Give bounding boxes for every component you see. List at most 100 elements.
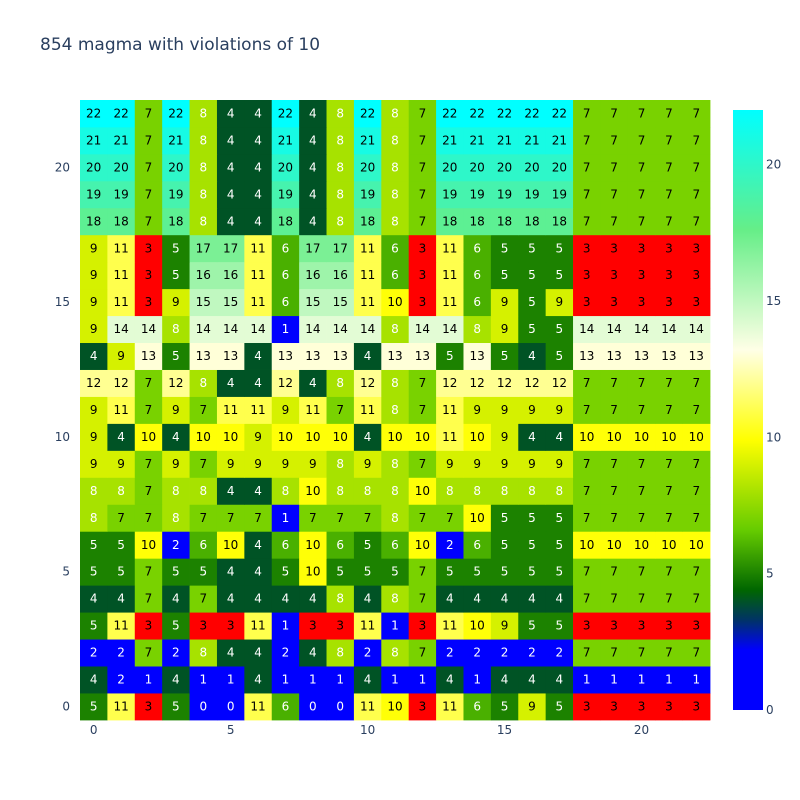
- cell-value-label: 20: [360, 160, 375, 174]
- cell-value-label: 4: [227, 214, 235, 228]
- cell-value-label: 4: [254, 187, 262, 201]
- heatmap-cell: [189, 153, 218, 182]
- heatmap-cell: [573, 504, 601, 532]
- heatmap-cell: [518, 477, 547, 505]
- cell-value-label: 5: [446, 565, 454, 579]
- heatmap-cell: [134, 288, 163, 317]
- heatmap-cell: [189, 288, 218, 317]
- heatmap-cell: [134, 666, 163, 694]
- heatmap-cell: [216, 369, 245, 397]
- y-tick-label: 0: [62, 700, 70, 714]
- heatmap-cell: [490, 666, 519, 694]
- cell-value-label: 1: [391, 619, 399, 633]
- cell-value-label: 8: [391, 133, 399, 147]
- cell-value-label: 14: [305, 322, 320, 336]
- heatmap-cell: [271, 531, 300, 559]
- heatmap-cell: [134, 396, 163, 424]
- cell-value-label: 7: [692, 565, 700, 579]
- cell-value-label: 20: [470, 160, 485, 174]
- heatmap-cell: [271, 396, 300, 424]
- cell-value-label: 9: [227, 457, 235, 471]
- cell-value-label: 16: [333, 268, 348, 282]
- heatmap-cell: [600, 261, 629, 290]
- heatmap-cell: [271, 369, 300, 397]
- heatmap-cell: [573, 666, 601, 694]
- heatmap-cell: [381, 153, 410, 182]
- cell-value-label: 20: [278, 160, 293, 174]
- cell-value-label: 8: [391, 376, 399, 390]
- heatmap-cell: [655, 180, 684, 209]
- cell-value-label: 8: [199, 214, 207, 228]
- cell-value-label: 4: [364, 673, 372, 687]
- cell-value-label: 7: [419, 187, 427, 201]
- heatmap-cell: [216, 693, 245, 721]
- heatmap-cell: [271, 666, 300, 694]
- heatmap-cell: [216, 153, 245, 182]
- cell-value-label: 7: [419, 457, 427, 471]
- cell-value-label: 9: [90, 430, 98, 444]
- cell-value-label: 11: [113, 403, 128, 417]
- heatmap-cell: [299, 234, 327, 263]
- heatmap-cell: [80, 612, 108, 640]
- heatmap-cell: [518, 207, 547, 236]
- heatmap-cell: [244, 261, 273, 290]
- cell-value-label: 4: [172, 592, 180, 606]
- cell-value-label: 11: [360, 700, 375, 714]
- heatmap-cell: [162, 612, 190, 640]
- heatmap-cell: [80, 531, 108, 559]
- cell-value-label: 7: [419, 511, 427, 525]
- heatmap-cell: [490, 342, 519, 370]
- heatmap-cell: [436, 288, 464, 317]
- cell-value-label: 7: [638, 214, 646, 228]
- cell-value-label: 12: [86, 376, 101, 390]
- cell-value-label: 14: [360, 322, 375, 336]
- cell-value-label: 20: [442, 160, 457, 174]
- cell-value-label: 7: [610, 376, 618, 390]
- cell-value-label: 7: [665, 133, 673, 147]
- cell-value-label: 3: [583, 295, 591, 309]
- heatmap-cell: [573, 261, 601, 290]
- y-axis-ticks: 0 5 10 15 20: [55, 160, 70, 713]
- cell-value-label: 14: [223, 322, 238, 336]
- x-tick-label: 5: [227, 723, 235, 737]
- cell-value-label: 7: [446, 511, 454, 525]
- cell-value-label: 4: [528, 673, 536, 687]
- cell-value-label: 21: [113, 133, 128, 147]
- cell-value-label: 5: [391, 565, 399, 579]
- cell-value-label: 1: [145, 673, 153, 687]
- heatmap-cell: [299, 693, 327, 721]
- cell-value-label: 5: [501, 700, 509, 714]
- cell-value-label: 0: [336, 700, 344, 714]
- cell-value-label: 7: [638, 376, 646, 390]
- cell-value-label: 4: [254, 592, 262, 606]
- heatmap-cell: [244, 153, 273, 182]
- heatmap-cell: [299, 207, 327, 236]
- cell-value-label: 7: [692, 457, 700, 471]
- cell-value-label: 3: [145, 295, 153, 309]
- heatmap-cell: [490, 585, 519, 613]
- heatmap-cell: [463, 585, 492, 613]
- cell-value-label: 8: [172, 484, 180, 498]
- heatmap-cell: [244, 288, 273, 317]
- heatmap-cell: [326, 207, 355, 236]
- heatmap-cell: [326, 288, 355, 317]
- cell-value-label: 3: [665, 241, 673, 255]
- cell-value-label: 4: [309, 214, 317, 228]
- heatmap-cell: [627, 477, 656, 505]
- heatmap-cell: [627, 450, 656, 478]
- cell-value-label: 7: [638, 106, 646, 120]
- cell-value-label: 21: [278, 133, 293, 147]
- cell-value-label: 6: [336, 538, 344, 552]
- cell-value-label: 20: [552, 160, 567, 174]
- cell-value-label: 4: [227, 160, 235, 174]
- heatmap-cell: [463, 558, 492, 586]
- cell-value-label: 4: [227, 133, 235, 147]
- cell-value-label: 5: [501, 241, 509, 255]
- heatmap-cell: [682, 288, 711, 317]
- heatmap-cell: [326, 423, 355, 451]
- heatmap-cell: [189, 100, 218, 128]
- heatmap-cell: [271, 261, 300, 290]
- cell-value-label: 8: [391, 457, 399, 471]
- heatmap-cell: [408, 100, 437, 128]
- cell-value-label: 4: [254, 160, 262, 174]
